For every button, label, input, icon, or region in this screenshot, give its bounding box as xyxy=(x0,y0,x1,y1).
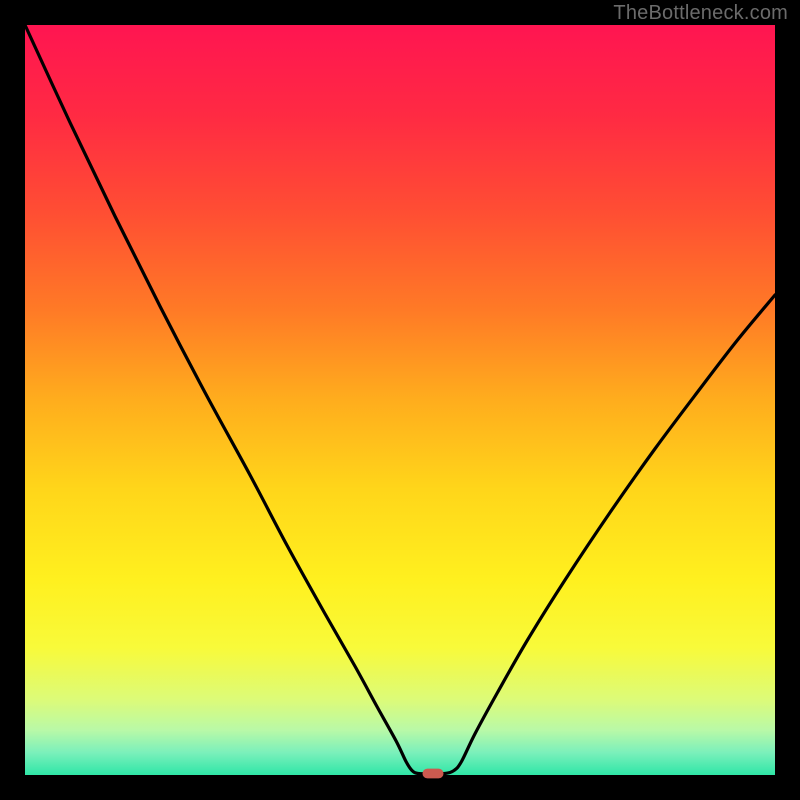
optimal-marker xyxy=(423,769,444,779)
bottleneck-chart xyxy=(0,0,800,800)
plot-background xyxy=(25,25,775,775)
chart-wrapper: TheBottleneck.com xyxy=(0,0,800,800)
